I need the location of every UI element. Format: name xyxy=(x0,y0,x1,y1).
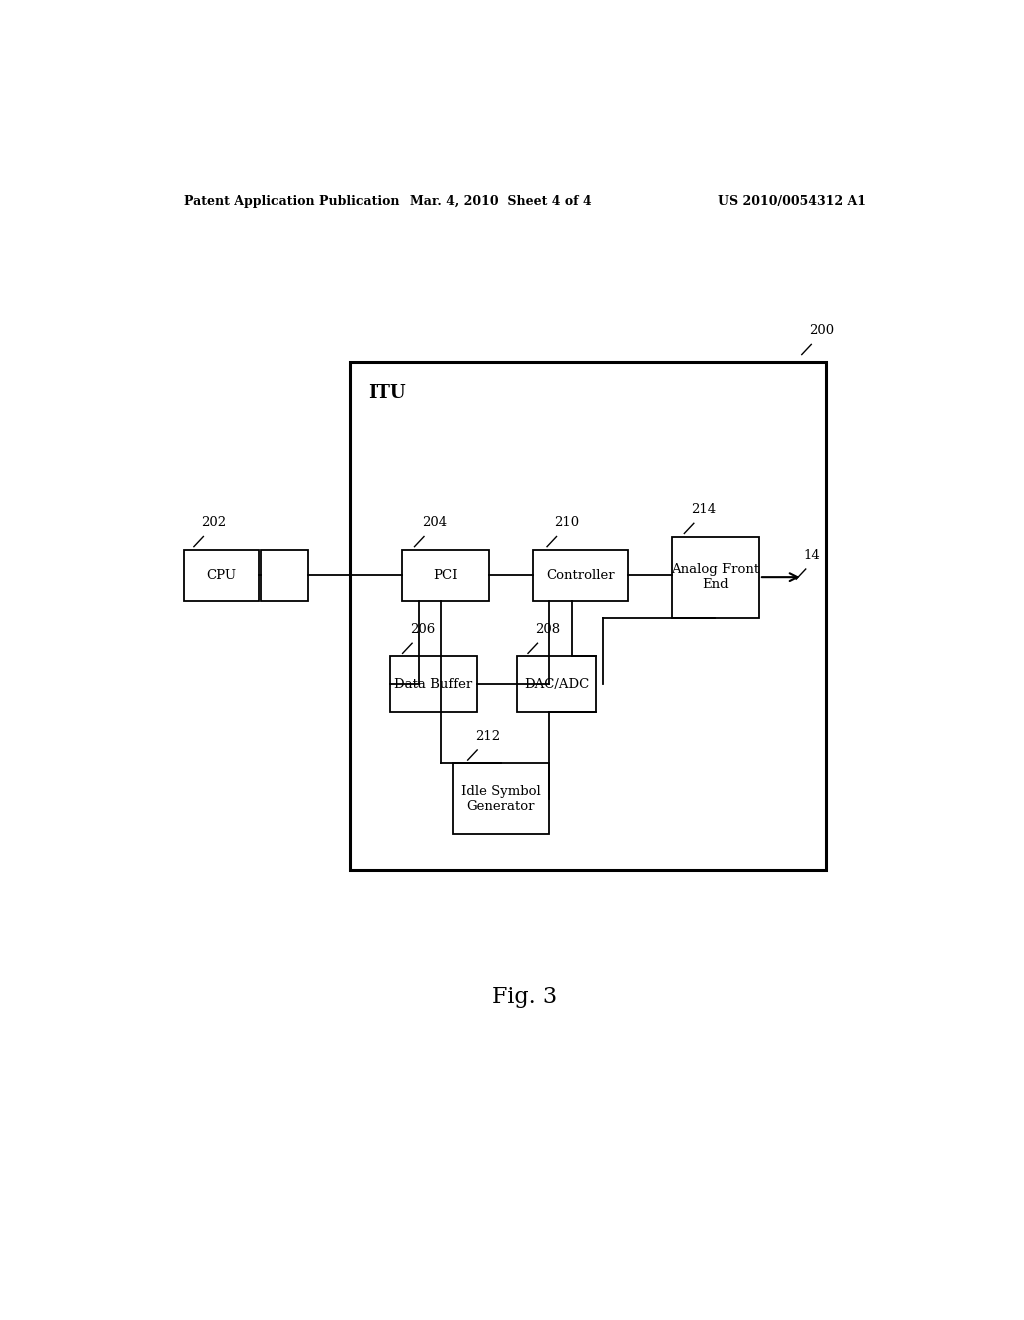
Text: 210: 210 xyxy=(554,516,580,529)
Text: Idle Symbol
Generator: Idle Symbol Generator xyxy=(461,784,541,813)
Text: Mar. 4, 2010  Sheet 4 of 4: Mar. 4, 2010 Sheet 4 of 4 xyxy=(411,194,592,207)
Text: Data Buffer: Data Buffer xyxy=(394,678,473,690)
Text: Controller: Controller xyxy=(546,569,614,582)
Text: Analog Front
End: Analog Front End xyxy=(671,564,760,591)
Bar xyxy=(390,656,477,713)
Text: ITU: ITU xyxy=(368,384,406,403)
Text: 202: 202 xyxy=(201,516,226,529)
Text: 204: 204 xyxy=(422,516,446,529)
Bar xyxy=(532,549,628,601)
Bar xyxy=(454,763,549,834)
Text: 200: 200 xyxy=(809,325,834,338)
Bar xyxy=(183,549,259,601)
Text: PCI: PCI xyxy=(433,569,458,582)
Bar xyxy=(401,549,489,601)
Text: 14: 14 xyxy=(804,549,820,562)
Text: DAC/ADC: DAC/ADC xyxy=(524,678,589,690)
Text: US 2010/0054312 A1: US 2010/0054312 A1 xyxy=(718,194,866,207)
Bar xyxy=(672,536,759,618)
Text: Patent Application Publication: Patent Application Publication xyxy=(183,194,399,207)
Text: 214: 214 xyxy=(691,503,717,516)
Bar xyxy=(350,362,826,870)
Text: 206: 206 xyxy=(410,623,435,636)
Text: 208: 208 xyxy=(536,623,560,636)
Text: 212: 212 xyxy=(475,730,500,743)
Text: CPU: CPU xyxy=(206,569,237,582)
Bar xyxy=(517,656,596,713)
Bar xyxy=(260,549,308,601)
Text: Fig. 3: Fig. 3 xyxy=(493,986,557,1008)
